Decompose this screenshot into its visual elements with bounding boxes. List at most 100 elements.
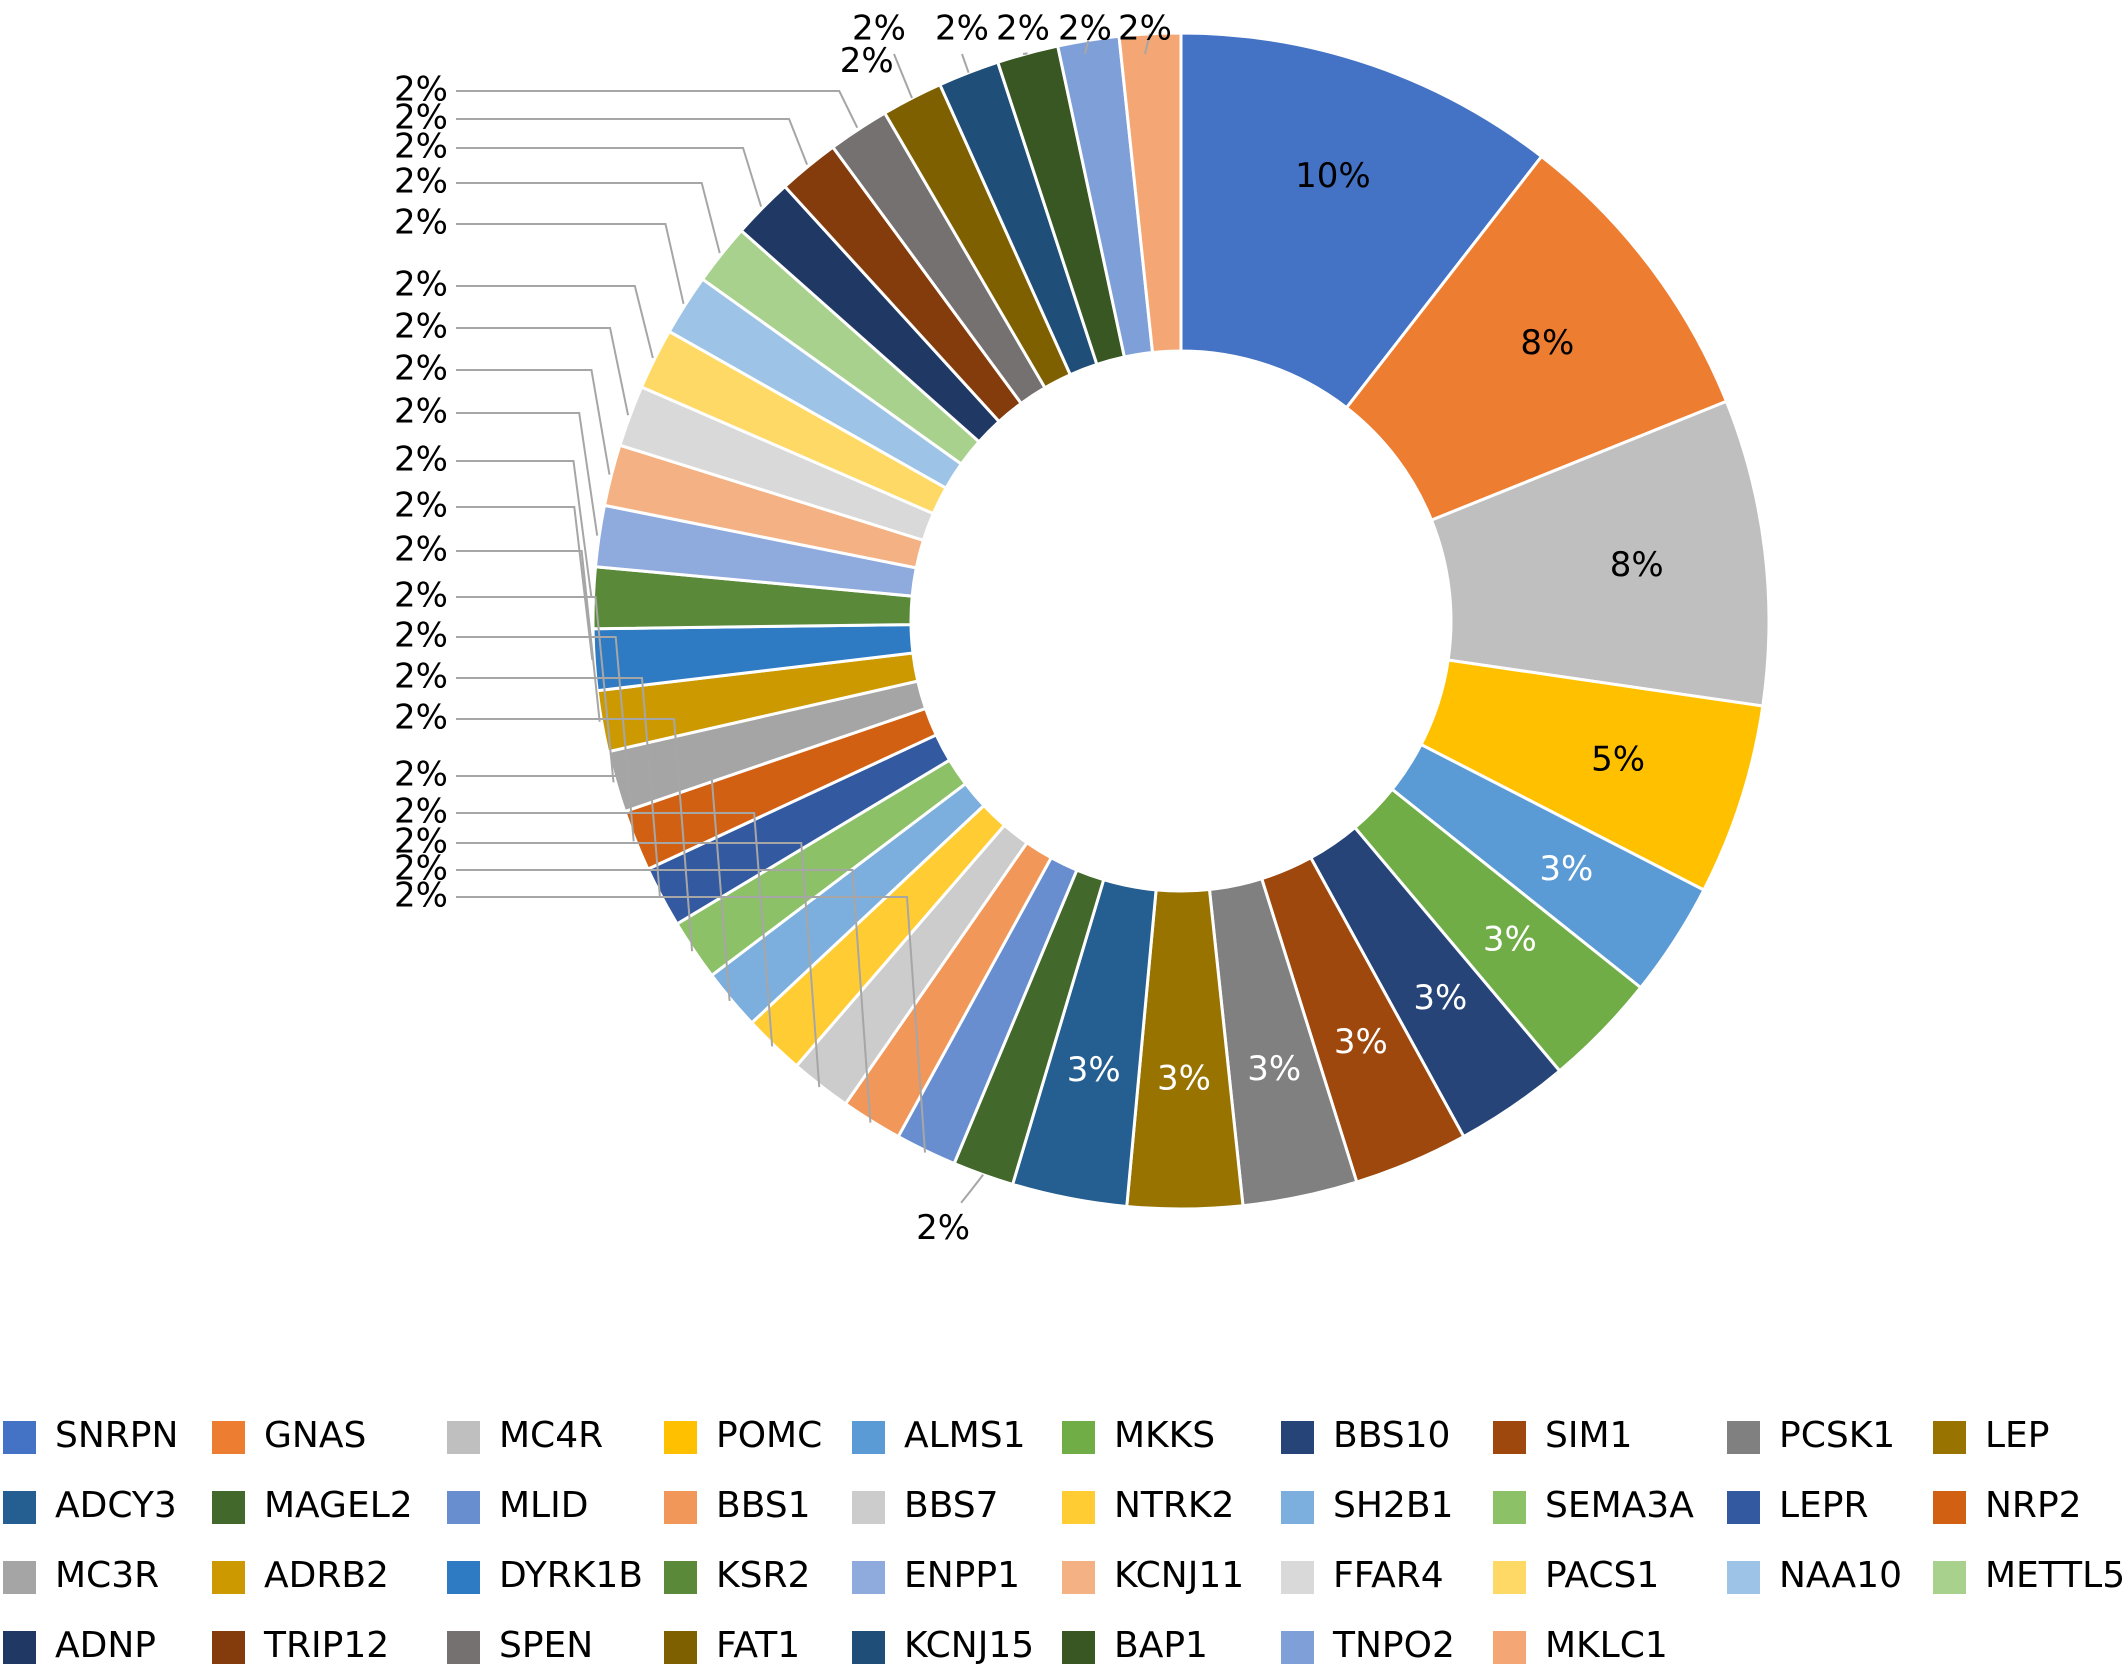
data-labels-group: 10%8%8%5%3%3%3%3%3%3%3%2%2%2%2%2%2%2%2%2… — [394, 9, 1664, 1249]
legend-label-mc4r: MC4R — [499, 1415, 603, 1456]
legend-label-nrp2: NRP2 — [1985, 1485, 2082, 1526]
data-label-pcsk1: 3% — [1247, 1049, 1301, 1089]
legend-label-bbs7: BBS7 — [904, 1485, 999, 1526]
leader-line-trip12 — [456, 118, 809, 165]
legend-item-trip12: TRIP12 — [212, 1625, 389, 1666]
legend-label-adrb2: ADRB2 — [264, 1555, 389, 1596]
legend-item-pcsk1: PCSK1 — [1727, 1415, 1895, 1456]
legend-swatch-enpp1 — [852, 1561, 885, 1594]
legend-item-kcnj15: KCNJ15 — [852, 1625, 1034, 1666]
data-label-snrpn: 10% — [1295, 156, 1371, 196]
leader-line-tnpo2 — [1084, 40, 1090, 55]
data-label-pomc: 5% — [1591, 740, 1645, 780]
data-label-kcnj15: 2% — [935, 9, 989, 49]
legend-label-lepr: LEPR — [1779, 1485, 1869, 1526]
legend-label-mlid: MLID — [499, 1485, 588, 1526]
legend-swatch-alms1 — [852, 1421, 885, 1454]
data-label-enpp1: 2% — [394, 392, 448, 432]
legend-label-gnas: GNAS — [264, 1415, 366, 1456]
legend-swatch-mklc1 — [1493, 1631, 1526, 1664]
legend-item-snrpn: SNRPN — [3, 1415, 178, 1456]
data-label-mklc1: 2% — [1118, 9, 1172, 49]
data-label-lepr: 2% — [394, 657, 448, 697]
data-label-sema3a: 2% — [394, 698, 448, 738]
legend-label-ffar4: FFAR4 — [1333, 1555, 1444, 1596]
legend-label-spen: SPEN — [499, 1625, 593, 1666]
legend-item-nrp2: NRP2 — [1933, 1485, 2082, 1526]
legend-swatch-mc4r — [447, 1421, 480, 1454]
data-label-naa10: 2% — [394, 203, 448, 243]
legend-item-lep: LEP — [1933, 1415, 2050, 1456]
legend-label-sim1: SIM1 — [1545, 1415, 1632, 1456]
slice-gnas — [1344, 154, 1729, 523]
legend-swatch-adrb2 — [212, 1561, 245, 1594]
legend-label-snrpn: SNRPN — [55, 1415, 178, 1456]
data-label-trip12: 2% — [394, 98, 448, 138]
leader-line-adnp — [456, 147, 763, 207]
data-label-mettl5: 2% — [394, 162, 448, 202]
data-label-nrp2: 2% — [394, 616, 448, 656]
leader-line-mettl5 — [456, 182, 721, 254]
legend-swatch-nrp2 — [1933, 1491, 1966, 1524]
data-label-bbs10: 3% — [1413, 978, 1467, 1018]
leader-line-pacs1 — [456, 285, 654, 359]
legend-label-magel2: MAGEL2 — [264, 1485, 413, 1526]
data-label-fat1: 2% — [840, 41, 894, 81]
legend-swatch-adnp — [3, 1631, 36, 1664]
legend-item-fat1: FAT1 — [664, 1625, 800, 1666]
slice-snrpn — [1179, 31, 1544, 410]
legend-item-sh2b1: SH2B1 — [1281, 1485, 1453, 1526]
legend-swatch-snrpn — [3, 1421, 36, 1454]
leader-line-sh2b1 — [456, 775, 731, 1001]
legend-label-mkks: MKKS — [1114, 1415, 1215, 1456]
legend: SNRPN GNAS MC4R POMC ALMS1 MKKS BBS10 SIM1 PCSK1… — [3, 1415, 2125, 1666]
data-label-mkks: 3% — [1483, 920, 1537, 960]
data-label-sim1: 3% — [1334, 1022, 1388, 1062]
leader-line-kcnj11 — [456, 369, 611, 475]
legend-swatch-sema3a — [1493, 1491, 1526, 1524]
data-label-gnas: 8% — [1520, 323, 1574, 363]
leader-line-magel2 — [960, 1174, 984, 1204]
legend-swatch-bbs7 — [852, 1491, 885, 1524]
legend-swatch-tnpo2 — [1281, 1631, 1314, 1664]
legend-item-enpp1: ENPP1 — [852, 1555, 1020, 1596]
legend-item-mc4r: MC4R — [447, 1415, 603, 1456]
leader-line-mlid — [456, 896, 927, 1153]
leader-line-ffar4 — [456, 327, 630, 416]
legend-label-tnpo2: TNPO2 — [1332, 1625, 1455, 1666]
data-label-bap1: 2% — [996, 9, 1050, 49]
legend-item-mklc1: MKLC1 — [1493, 1625, 1668, 1666]
leader-line-top-fat1 — [893, 53, 913, 99]
legend-label-dyrk1b: DYRK1B — [499, 1555, 643, 1596]
legend-swatch-mkks — [1062, 1421, 1095, 1454]
data-label-ntrk2: 2% — [394, 792, 448, 832]
legend-item-naa10: NAA10 — [1727, 1555, 1902, 1596]
legend-swatch-adcy3 — [3, 1491, 36, 1524]
leader-line-naa10 — [456, 223, 685, 305]
legend-item-lepr: LEPR — [1727, 1485, 1869, 1526]
leader-line-lepr — [456, 677, 661, 898]
legend-item-gnas: GNAS — [212, 1415, 366, 1456]
legend-label-fat1: FAT1 — [716, 1625, 800, 1666]
legend-swatch-sim1 — [1493, 1421, 1526, 1454]
leader-line-bbs7 — [456, 842, 821, 1088]
data-label-pacs1: 2% — [394, 265, 448, 305]
legend-item-mkks: MKKS — [1062, 1415, 1215, 1456]
legend-label-kcnj11: KCNJ11 — [1114, 1555, 1244, 1596]
legend-swatch-gnas — [212, 1421, 245, 1454]
leader-line-adrb2 — [456, 550, 601, 722]
leader-line-mc3r — [456, 596, 615, 783]
data-label-adrb2: 2% — [394, 530, 448, 570]
legend-item-alms1: ALMS1 — [852, 1415, 1026, 1456]
legend-item-bbs10: BBS10 — [1281, 1415, 1450, 1456]
legend-label-enpp1: ENPP1 — [904, 1555, 1020, 1596]
legend-label-bbs1: BBS1 — [716, 1485, 811, 1526]
legend-item-spen: SPEN — [447, 1625, 593, 1666]
legend-label-lep: LEP — [1985, 1415, 2050, 1456]
legend-swatch-kcnj15 — [852, 1631, 885, 1664]
legend-swatch-trip12 — [212, 1631, 245, 1664]
data-label-mc4r: 8% — [1610, 545, 1664, 585]
leader-line-spen — [456, 90, 859, 129]
leader-line-dyrk1b — [456, 506, 594, 661]
legend-label-pacs1: PACS1 — [1545, 1555, 1659, 1596]
